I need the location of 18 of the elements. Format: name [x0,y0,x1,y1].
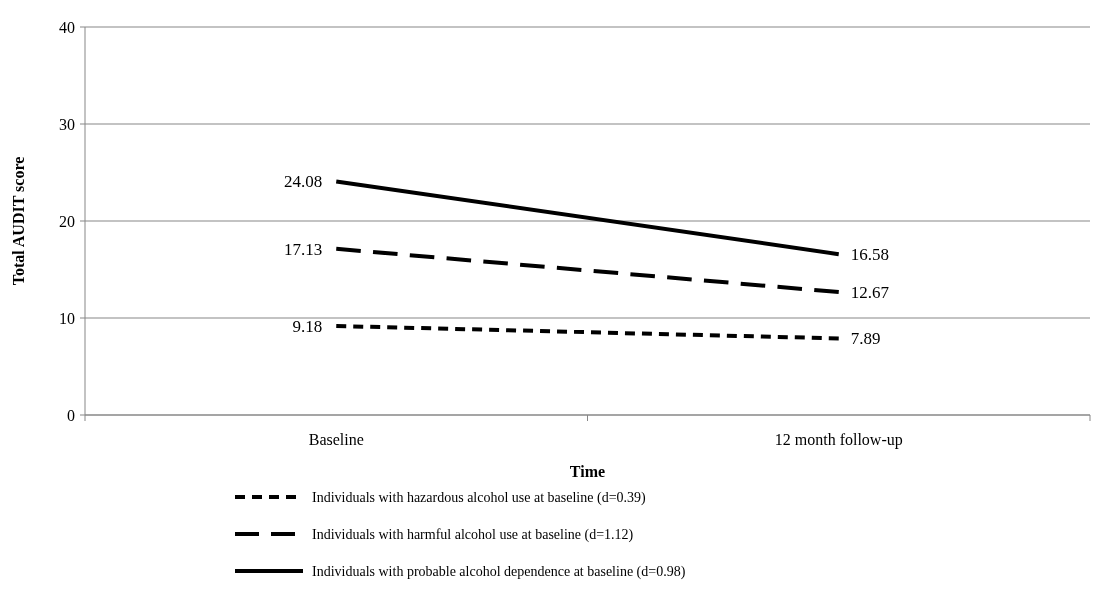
y-tick-label: 30 [59,115,75,133]
legend-label: Individuals with probable alcohol dependence at baseline (d=0.98) [312,563,686,580]
y-tick-label: 40 [59,18,75,36]
legend-label: Individuals with harmful alcohol use at baseline (d=1.12) [312,526,634,543]
data-label: 17.13 [284,239,323,259]
data-label: 7.89 [850,329,881,349]
y-tick-label: 20 [59,212,75,230]
legend-label: Individuals with hazardous alcohol use at baseline (d=0.39) [312,489,647,506]
data-label: 12.67 [850,283,890,303]
y-axis-title: Total AUDIT score [10,156,27,286]
x-tick-label: 12 month follow-up [774,431,903,449]
x-axis-title: Time [569,463,606,480]
y-tick-label: 0 [67,406,75,424]
data-label: 9.18 [292,316,323,336]
x-tick-label: Baseline [308,431,364,448]
data-label: 16.58 [850,245,889,265]
y-tick-label: 10 [59,309,75,327]
data-label: 24.08 [284,172,323,192]
